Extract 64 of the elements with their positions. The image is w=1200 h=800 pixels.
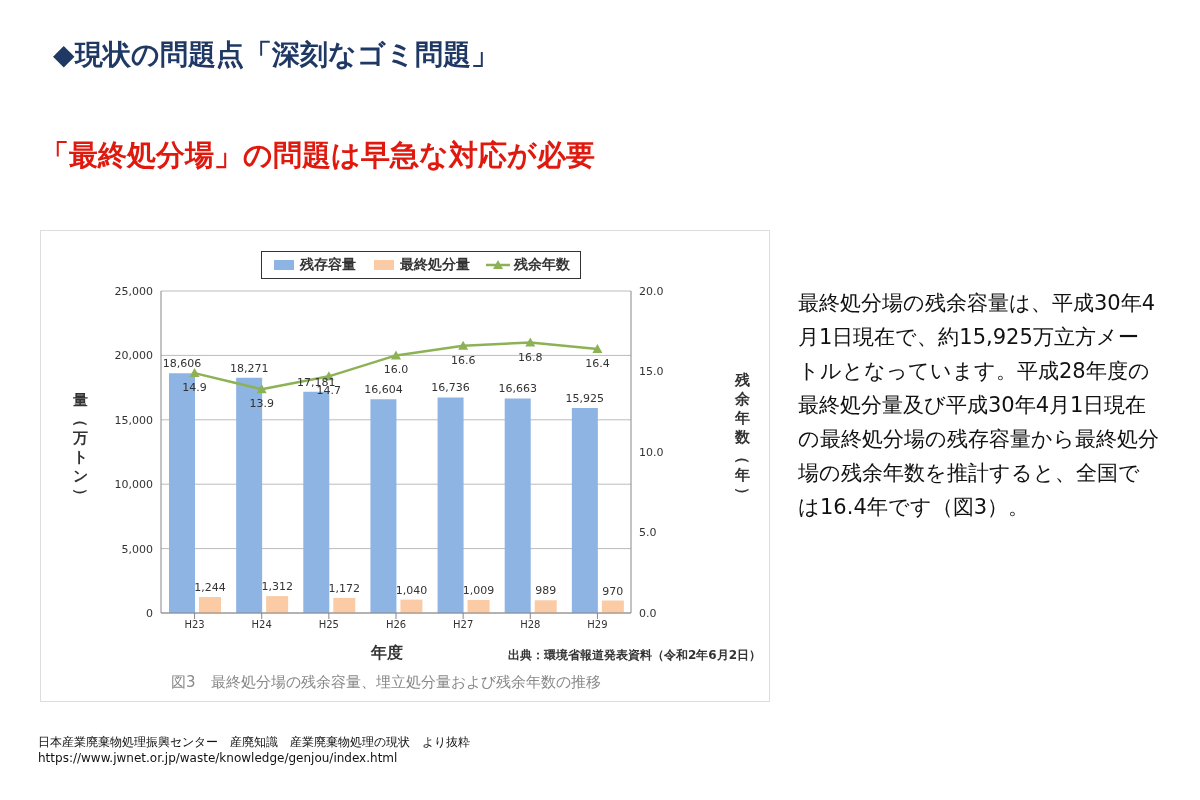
point: [256, 384, 267, 394]
data-label: 1,312: [261, 580, 293, 594]
y-tick-label: 5,000: [121, 542, 153, 556]
data-label: 18,606: [162, 357, 202, 371]
bar: [534, 600, 557, 613]
caption: 図3 最終処分場の残余容量、埋立処分量および残余年数の推移: [171, 673, 601, 692]
text: https://www.jwnet.or.jp/waste/knowledge/genjou/index.html: [38, 750, 399, 766]
data-label: 16.6: [450, 353, 476, 367]
x-tick-label: H29: [587, 619, 608, 631]
point: [189, 368, 200, 378]
x-tick-label: H25: [318, 619, 339, 631]
data-label: 1,009: [462, 584, 495, 597]
data-label: 1,040: [395, 583, 428, 597]
data-label: 16,663: [498, 382, 537, 396]
bar: [467, 600, 490, 613]
data-label: 18,271: [229, 361, 269, 375]
bar: [571, 407, 598, 613]
data-label: 15,925: [565, 391, 605, 405]
point: [391, 350, 401, 360]
legend-label: 最終処分量: [399, 256, 470, 274]
chart-subtitle: 「最終処分場」の問題は早急な対応が必要: [40, 137, 595, 174]
data-label: 16,604: [364, 383, 403, 397]
x-tick-label: H23: [184, 619, 205, 631]
data-label: 16.8: [518, 350, 543, 364]
data-label: 16.0: [383, 363, 409, 377]
legend-label: 残存容量: [298, 256, 356, 274]
y-tick-label: 0: [146, 606, 153, 620]
text: 最終処分場の残余容量は、平成30年4月1日現在で、約15,925万立方メートルとなっています。平成28年度の最終処分量及び平成30年4月1日現在の最終処分場の残存容量から最終処分場の残余年数を推計すると、全国では16.4年です（図3）。: [798, 290, 1160, 521]
legend-label: 残余年数: [512, 256, 570, 274]
text: 日本産業廃棄物処理振興センター 産廃知識 産業廃棄物処理の現状 より抜粋: [38, 734, 470, 750]
bar: [437, 397, 464, 613]
data-label: 13.9: [249, 397, 274, 411]
y2-axis-title: 残余年数（年）: [732, 371, 752, 504]
x-axis-title: 年度: [371, 643, 403, 664]
data-label: 989: [535, 584, 557, 598]
source-note: 出典：環境省報道発表資料（令和2年6月2日）: [507, 647, 761, 664]
bar: [504, 398, 531, 613]
y-tick-label: 10,000: [114, 478, 153, 492]
y2-tick-label: 20.0: [639, 284, 664, 298]
bar: [333, 597, 356, 613]
y2-tick-label: 10.0: [639, 445, 664, 459]
data-label: 16.4: [585, 356, 610, 370]
x-tick-label: H27: [453, 619, 474, 631]
data-label: 1,172: [328, 581, 361, 595]
data-label: 970: [602, 584, 624, 598]
y2-tick-label: 15.0: [639, 365, 664, 379]
bar: [370, 399, 397, 613]
y-axis-title: 量（万トン）: [70, 391, 90, 505]
x-tick-label: H26: [385, 619, 407, 631]
x-tick-label: H28: [520, 619, 541, 631]
y2-tick-label: 5.0: [639, 526, 657, 540]
bar: [199, 596, 221, 613]
y-tick-label: 25,000: [114, 284, 153, 298]
x-tick-label: H24: [251, 619, 272, 631]
point: [458, 340, 469, 350]
point: [525, 337, 536, 347]
y2-tick-label: 0.0: [639, 606, 657, 620]
data-label: 16,736: [431, 381, 470, 395]
bar: [266, 596, 289, 613]
y-tick-label: 20,000: [114, 349, 153, 363]
point: [592, 343, 603, 353]
chart-title: ◆現状の問題点「深刻なゴミ問題」: [53, 37, 499, 73]
y-tick-label: 15,000: [114, 413, 153, 427]
data-label: 1,244: [194, 580, 226, 594]
